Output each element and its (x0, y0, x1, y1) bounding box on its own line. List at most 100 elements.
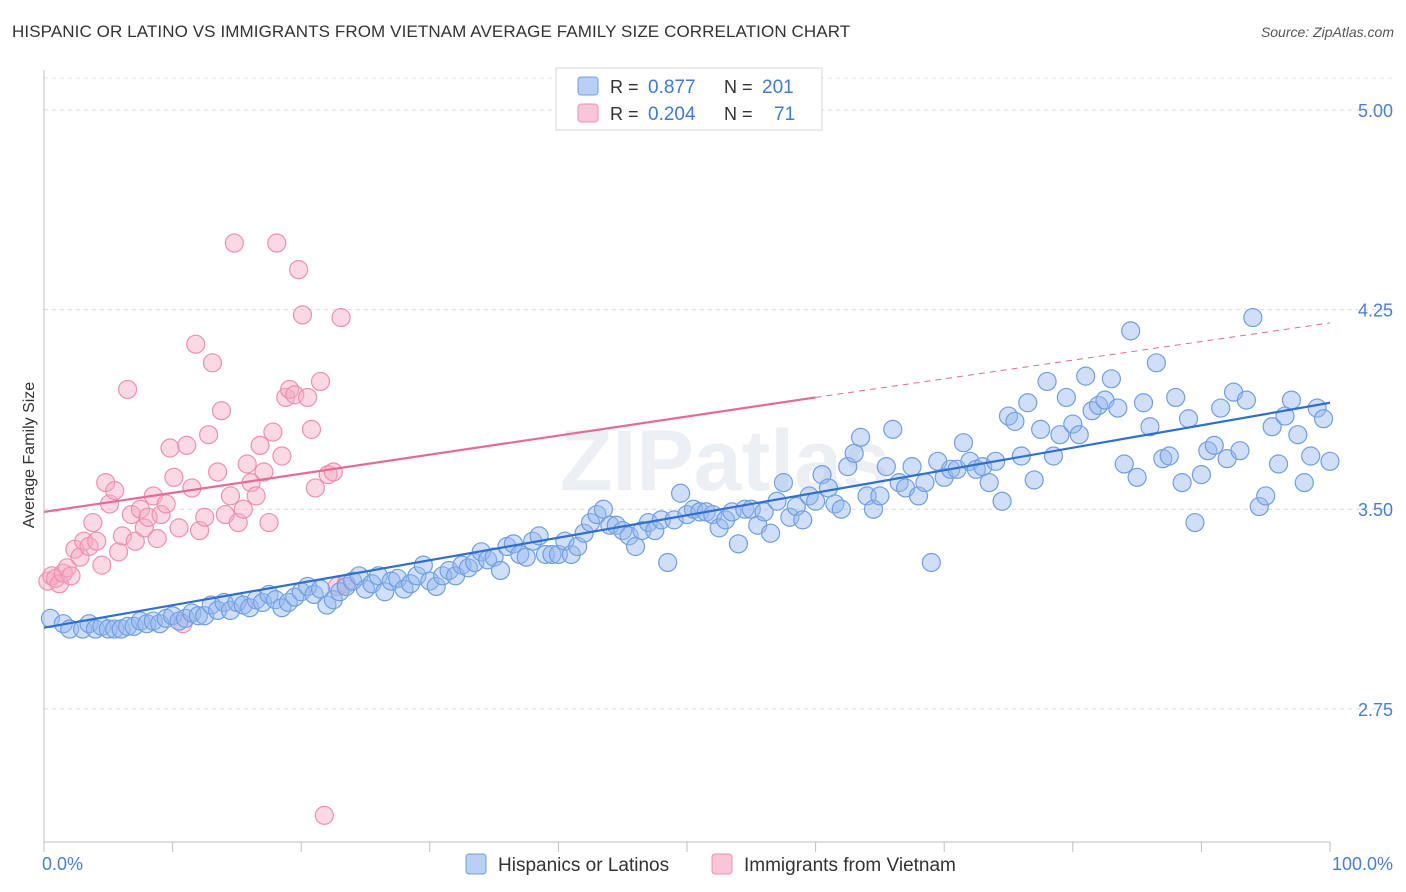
point-immigrants-from-vietnam (237, 454, 257, 474)
point-hispanics-or-latinos (1056, 387, 1076, 408)
point-hispanics-or-latinos (1249, 496, 1269, 517)
point-immigrants-from-vietnam (125, 531, 145, 551)
point-hispanics-or-latinos (1063, 414, 1083, 434)
point-hispanics-or-latinos (388, 568, 408, 589)
point-hispanics-or-latinos (516, 547, 536, 567)
point-hispanics-or-latinos (272, 598, 292, 618)
point-hispanics-or-latinos (818, 478, 839, 498)
series-immigrants-from-vietnam (38, 233, 356, 825)
point-hispanics-or-latinos (1281, 390, 1302, 410)
point-immigrants-from-vietnam (61, 566, 81, 586)
point-hispanics-or-latinos (1320, 451, 1340, 471)
point-hispanics-or-latinos (407, 566, 427, 586)
legend-n-value-1: 201 (762, 77, 794, 98)
point-immigrants-from-vietnam (108, 542, 129, 562)
point-immigrants-from-vietnam (323, 462, 343, 482)
point-hispanics-or-latinos (998, 406, 1019, 426)
point-hispanics-or-latinos (542, 544, 562, 565)
point-immigrants-from-vietnam (254, 462, 274, 482)
point-hispanics-or-latinos (1243, 307, 1263, 328)
point-hispanics-or-latinos (1313, 409, 1334, 429)
point-hispanics-or-latinos (1024, 470, 1044, 490)
point-immigrants-from-vietnam (169, 518, 189, 538)
point-hispanics-or-latinos (1191, 465, 1212, 485)
point-immigrants-from-vietnam (164, 467, 184, 487)
point-immigrants-from-vietnam (272, 446, 292, 466)
bottom-legend-swatch-blue (465, 853, 487, 875)
series-hispanics-or-latinos (40, 307, 1340, 639)
point-immigrants-from-vietnam (246, 486, 266, 506)
point-immigrants-from-vietnam (38, 571, 58, 591)
y-tick-label: 5.00 (1358, 101, 1393, 121)
y-tick-labels: 2.75 3.50 4.25 5.00 (1358, 101, 1393, 720)
point-immigrants-from-vietnam (49, 574, 70, 594)
point-hispanics-or-latinos (1230, 441, 1250, 461)
point-hispanics-or-latinos (1018, 393, 1038, 413)
chart-source: Source: ZipAtlas.com (1260, 24, 1394, 40)
point-hispanics-or-latinos (1114, 454, 1134, 474)
point-hispanics-or-latinos (278, 592, 298, 613)
point-immigrants-from-vietnam (53, 563, 73, 583)
point-hispanics-or-latinos (1076, 366, 1096, 386)
point-hispanics-or-latinos (490, 560, 511, 581)
point-immigrants-from-vietnam (202, 353, 223, 373)
point-hispanics-or-latinos (420, 571, 440, 591)
point-immigrants-from-vietnam (199, 425, 219, 445)
point-hispanics-or-latinos (1288, 425, 1308, 445)
legend-n-label-2: N = (724, 104, 753, 124)
point-hispanics-or-latinos (992, 491, 1012, 511)
point-hispanics-or-latinos (439, 560, 459, 581)
point-immigrants-from-vietnam (289, 260, 309, 280)
point-hispanics-or-latinos (754, 502, 774, 522)
point-immigrants-from-vietnam (105, 481, 125, 501)
point-immigrants-from-vietnam (112, 526, 133, 546)
point-hispanics-or-latinos (458, 558, 478, 578)
trend-line-immigrants-from-vietnam (43, 396, 816, 513)
point-immigrants-from-vietnam (220, 486, 241, 506)
point-immigrants-from-vietnam (298, 387, 318, 408)
y-tick-label: 4.25 (1358, 301, 1393, 321)
point-immigrants-from-vietnam (250, 435, 270, 455)
point-hispanics-or-latinos (1121, 321, 1141, 341)
x-tick-label-right: 100.0% (1332, 854, 1393, 874)
point-hispanics-or-latinos (330, 582, 350, 602)
point-immigrants-from-vietnam (224, 233, 244, 253)
point-hispanics-or-latinos (1185, 512, 1205, 533)
top-legend: R = 0.877 N = 201 R = 0.204 N = 71 (555, 67, 823, 131)
bottom-legend-label-1: Hispanics or Latinos (498, 855, 669, 876)
point-hispanics-or-latinos (1069, 425, 1089, 445)
point-hispanics-or-latinos (304, 584, 324, 605)
point-hispanics-or-latinos (979, 473, 999, 493)
x-tick-label-left: 0.0% (42, 854, 83, 874)
legend-r-label-1: R = (610, 77, 639, 97)
bottom-legend-label-2: Immigrants from Vietnam (744, 855, 956, 876)
point-immigrants-from-vietnam (280, 379, 300, 400)
top-legend-box (555, 67, 823, 131)
point-immigrants-from-vietnam (305, 478, 325, 498)
point-hispanics-or-latinos (220, 600, 241, 621)
point-hispanics-or-latinos (844, 443, 864, 463)
point-hispanics-or-latinos (1140, 417, 1160, 437)
point-hispanics-or-latinos (728, 534, 749, 554)
point-hispanics-or-latinos (883, 419, 903, 439)
point-immigrants-from-vietnam (195, 507, 215, 527)
point-immigrants-from-vietnam (263, 422, 283, 442)
point-immigrants-from-vietnam (130, 499, 151, 519)
point-immigrants-from-vietnam (310, 371, 331, 392)
point-immigrants-from-vietnam (259, 512, 279, 533)
point-hispanics-or-latinos (400, 574, 421, 594)
point-hispanics-or-latinos (1146, 353, 1166, 373)
point-hispanics-or-latinos (1050, 425, 1070, 445)
point-immigrants-from-vietnam (92, 555, 112, 575)
point-hispanics-or-latinos (670, 483, 691, 503)
y-tick-label: 2.75 (1358, 700, 1393, 720)
point-hispanics-or-latinos (1108, 398, 1128, 418)
point-immigrants-from-vietnam (151, 504, 171, 525)
point-hispanics-or-latinos (1294, 473, 1314, 493)
point-hispanics-or-latinos (1133, 393, 1154, 413)
legend-n-label-1: N = (724, 77, 753, 97)
legend-r-value-1: 0.877 (648, 77, 696, 98)
point-hispanics-or-latinos (870, 486, 890, 506)
point-immigrants-from-vietnam (208, 462, 228, 482)
